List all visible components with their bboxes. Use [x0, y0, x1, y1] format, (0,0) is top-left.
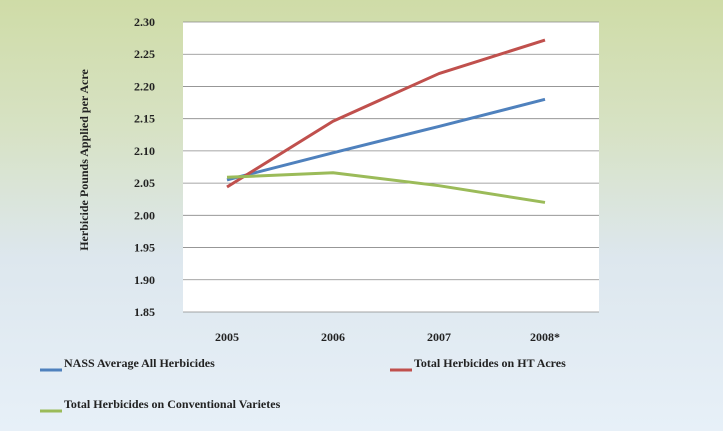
series-line-ht	[226, 38, 546, 189]
legend: NASS Average All Herbicides Total Herbic…	[40, 356, 566, 413]
legend-label-nass: NASS Average All Herbicides	[64, 356, 215, 370]
x-tick-labels: 2005 2006 2007 2008*	[215, 330, 560, 344]
y-tick-label: 1.90	[134, 273, 155, 287]
y-tick-label: 1.85	[134, 305, 155, 319]
x-tick-label: 2008*	[530, 330, 560, 344]
y-tick-label: 1.95	[134, 241, 155, 255]
series-line-nass	[226, 97, 546, 182]
x-tick-label: 2005	[215, 330, 239, 344]
series-lines	[226, 38, 546, 204]
y-tick-label: 2.00	[134, 208, 155, 222]
y-tick-label: 2.30	[134, 15, 155, 29]
plot-area	[183, 22, 599, 312]
legend-label-ht: Total Herbicides on HT Acres	[414, 356, 566, 370]
y-tick-label: 2.15	[134, 112, 155, 126]
x-tick-label: 2007	[427, 330, 451, 344]
legend-label-conventional: Total Herbicides on Conventional Variete…	[64, 397, 281, 411]
x-tick-label: 2006	[321, 330, 345, 344]
y-axis-label: Herbicide Pounds Applied per Acre	[77, 69, 91, 251]
y-tick-labels: 1.85 1.90 1.95 2.00 2.05 2.10 2.15 2.20 2.25 2.30	[134, 15, 155, 319]
grid-lines	[183, 21, 599, 313]
series-line-conventional	[226, 171, 546, 204]
y-tick-label: 2.25	[134, 47, 155, 61]
y-tick-label: 2.05	[134, 176, 155, 190]
y-tick-label: 2.10	[134, 144, 155, 158]
y-tick-label: 2.20	[134, 79, 155, 93]
